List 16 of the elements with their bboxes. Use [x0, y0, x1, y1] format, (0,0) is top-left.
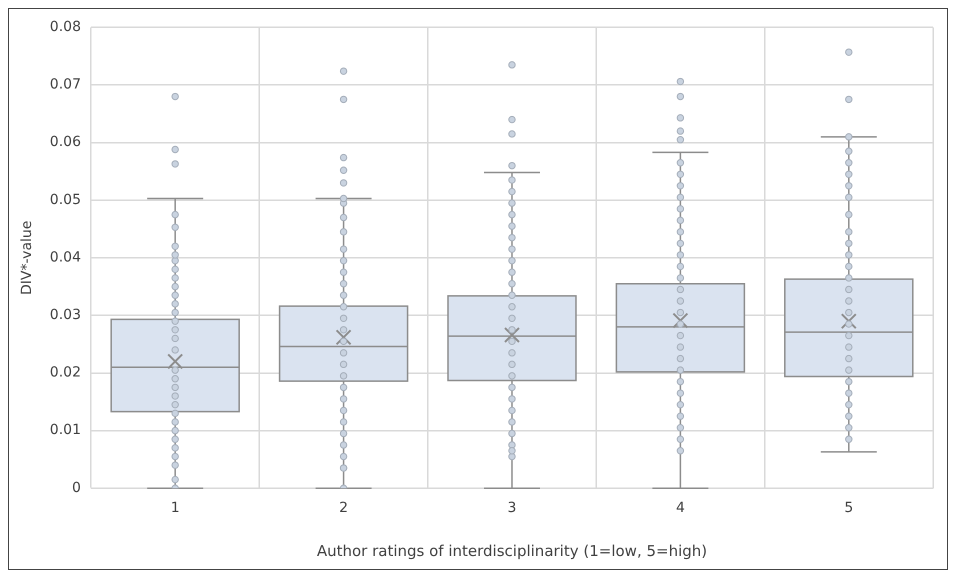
x-tick-label: 5: [844, 500, 854, 516]
y-tick-label: 0.08: [50, 19, 81, 36]
x-tick-label: 3: [508, 500, 516, 516]
y-tick-label: 0.01: [50, 422, 81, 438]
y-tick-label: 0.02: [50, 364, 81, 381]
y-tick-label: 0.03: [50, 307, 81, 324]
x-axis-title: Author ratings of interdisciplinarity (1=low, 5=high): [316, 542, 708, 560]
x-tick-label: 4: [676, 500, 685, 516]
y-tick-label: 0.04: [50, 249, 82, 266]
y-tick-label: 0: [72, 480, 81, 496]
x-tick-label: 2: [339, 500, 348, 516]
x-tick-label: 1: [170, 500, 180, 516]
y-tick-label: 0.07: [50, 76, 81, 93]
y-tick-label: 0.06: [50, 134, 82, 150]
y-tick-label: 0.05: [50, 192, 81, 208]
y-axis-title: DIV*-value: [19, 220, 36, 296]
